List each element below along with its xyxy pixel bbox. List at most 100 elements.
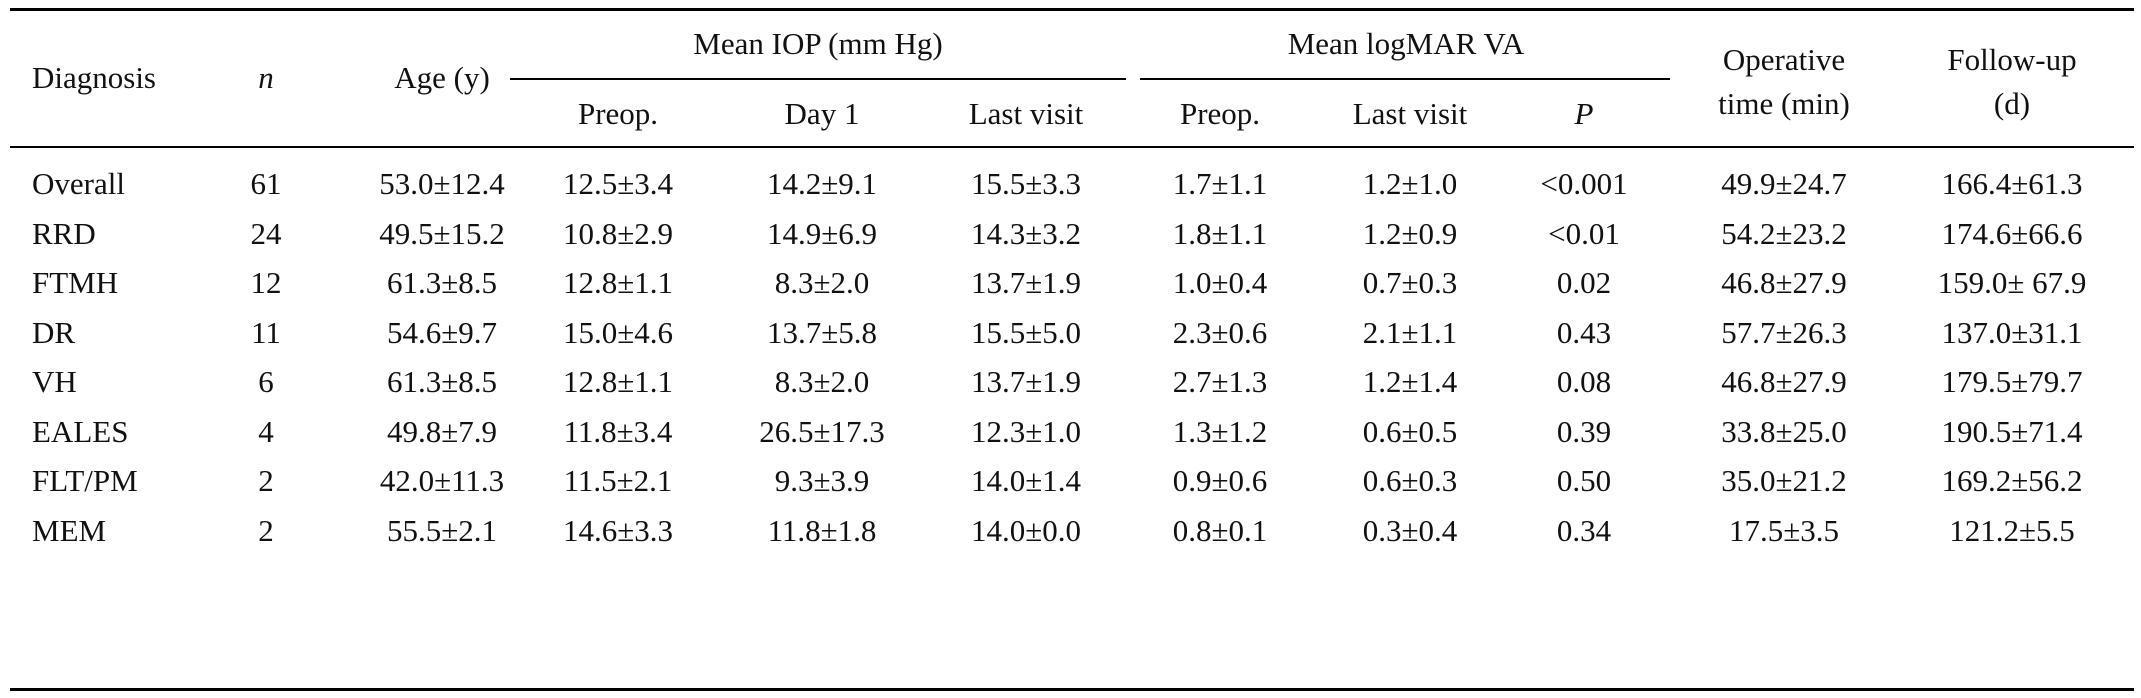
header-operative-line1: Operative: [1722, 42, 1846, 77]
row-iop-preop: 11.5±2.1: [563, 463, 673, 498]
header-followup: Follow-up (d): [1947, 38, 2076, 126]
row-n: 2: [258, 463, 274, 498]
data-table: Diagnosis n Age (y) Mean IOP (mm Hg) Mea…: [10, 0, 2134, 698]
row-p-value: 0.02: [1556, 265, 1612, 300]
row-n: 24: [250, 215, 282, 251]
row-va-preop: 1.8±1.1: [1172, 215, 1268, 251]
header-p-value: P: [1574, 96, 1594, 131]
row-diagnosis: FLT/PM: [32, 463, 138, 498]
row-va-last-visit: 0.7±0.3: [1362, 265, 1458, 300]
row-iop-preop: 15.0±4.6: [562, 314, 674, 350]
row-va-preop: 0.8±0.1: [1172, 512, 1268, 548]
header-iop-day1: Day 1: [784, 96, 860, 131]
header-bottom-rule: [10, 146, 2134, 148]
row-diagnosis: Overall: [32, 166, 125, 201]
row-followup: 137.0±31.1: [1941, 314, 2083, 350]
row-diagnosis: FTMH: [32, 265, 119, 300]
row-age: 49.8±7.9: [386, 413, 498, 449]
row-iop-preop: 12.8±1.1: [562, 364, 674, 399]
row-va-last-visit: 1.2±0.9: [1362, 215, 1458, 251]
row-iop-day1: 26.5±17.3: [759, 413, 885, 449]
row-age: 53.0±12.4: [379, 166, 505, 201]
row-iop-last-visit: 14.3±3.2: [970, 215, 1082, 251]
row-va-last-visit: 1.2±1.4: [1362, 364, 1458, 399]
row-va-preop: 1.7±1.1: [1172, 166, 1268, 201]
row-followup: 169.2±56.2: [1941, 463, 2083, 498]
row-iop-day1: 14.9±6.9: [766, 215, 878, 251]
row-iop-day1: 8.3±2.0: [774, 265, 870, 300]
row-age: 54.6±9.7: [386, 314, 498, 350]
row-followup: 121.2±5.5: [1949, 512, 2075, 548]
row-iop-day1: 14.2±9.1: [766, 166, 878, 201]
row-p-value: 0.08: [1556, 364, 1612, 399]
row-iop-day1: 13.7±5.8: [766, 314, 878, 350]
row-va-preop: 2.7±1.3: [1172, 364, 1268, 399]
row-age: 55.5±2.1: [386, 512, 498, 548]
table-top-rule: [10, 8, 2134, 11]
row-diagnosis: DR: [32, 314, 76, 350]
row-iop-preop: 12.8±1.1: [562, 265, 674, 300]
header-operative-time: Operative time (min): [1718, 38, 1850, 126]
row-va-last-visit: 0.6±0.5: [1362, 413, 1458, 449]
header-operative-line2: time (min): [1718, 86, 1850, 121]
row-iop-day1: 8.3±2.0: [774, 364, 870, 399]
row-operative-time: 57.7±26.3: [1721, 314, 1847, 350]
row-p-value: 0.43: [1556, 314, 1612, 350]
row-iop-preop: 10.8±2.9: [562, 215, 674, 251]
row-operative-time: 17.5±3.5: [1728, 512, 1840, 548]
row-va-last-visit: 0.6±0.3: [1362, 463, 1458, 498]
header-iop-group: Mean IOP (mm Hg): [693, 26, 943, 61]
row-p-value: 0.39: [1556, 413, 1612, 449]
row-followup: 166.4±61.3: [1941, 166, 2083, 201]
row-operative-time: 33.8±25.0: [1721, 413, 1847, 449]
row-va-last-visit: 0.3±0.4: [1362, 512, 1458, 548]
row-followup: 179.5±79.7: [1941, 364, 2083, 399]
header-followup-line1: Follow-up: [1947, 42, 2077, 77]
row-iop-last-visit: 12.3±1.0: [970, 413, 1082, 449]
row-p-value: <0.01: [1548, 215, 1620, 251]
row-age: 49.5±15.2: [379, 215, 505, 251]
row-iop-preop: 11.8±3.4: [563, 413, 673, 449]
row-operative-time: 54.2±23.2: [1721, 215, 1847, 251]
header-iop-last-visit: Last visit: [968, 96, 1084, 131]
row-diagnosis: EALES: [32, 413, 129, 449]
header-n: n: [258, 60, 274, 95]
row-diagnosis: MEM: [32, 512, 107, 548]
header-va-group: Mean logMAR VA: [1287, 26, 1525, 61]
row-n: 12: [250, 265, 282, 300]
row-operative-time: 49.9±24.7: [1721, 166, 1847, 201]
row-operative-time: 46.8±27.9: [1721, 364, 1847, 399]
header-iop-preop: Preop.: [577, 96, 659, 131]
row-p-value: <0.001: [1540, 166, 1628, 201]
row-iop-last-visit: 15.5±3.3: [970, 166, 1082, 201]
row-iop-day1: 9.3±3.9: [774, 463, 870, 498]
row-va-preop: 0.9±0.6: [1172, 463, 1268, 498]
row-va-preop: 1.3±1.2: [1172, 413, 1268, 449]
row-iop-last-visit: 14.0±0.0: [970, 512, 1082, 548]
row-age: 61.3±8.5: [386, 364, 498, 399]
row-age: 42.0±11.3: [379, 463, 505, 498]
table-bottom-rule: [10, 688, 2134, 691]
row-followup: 174.6±66.6: [1941, 215, 2083, 251]
row-n: 11: [251, 314, 281, 350]
row-diagnosis: RRD: [32, 215, 96, 251]
iop-group-rule: [510, 78, 1126, 80]
header-va-preop: Preop.: [1179, 96, 1261, 131]
row-followup: 190.5±71.4: [1941, 413, 2083, 449]
va-group-rule: [1140, 78, 1670, 80]
row-va-last-visit: 1.2±1.0: [1362, 166, 1458, 201]
row-followup: 159.0± 67.9: [1937, 265, 2087, 300]
row-n: 2: [258, 512, 274, 548]
row-age: 61.3±8.5: [386, 265, 498, 300]
header-followup-line2: (d): [1993, 86, 2031, 121]
header-age: Age (y): [394, 60, 490, 95]
row-n: 6: [258, 364, 274, 399]
row-n: 61: [250, 166, 282, 201]
row-iop-last-visit: 13.7±1.9: [970, 364, 1082, 399]
row-p-value: 0.34: [1556, 512, 1612, 548]
row-va-preop: 2.3±0.6: [1172, 314, 1268, 350]
row-va-last-visit: 2.1±1.1: [1362, 314, 1458, 350]
header-va-last-visit: Last visit: [1352, 96, 1468, 131]
row-operative-time: 46.8±27.9: [1721, 265, 1847, 300]
row-iop-last-visit: 13.7±1.9: [970, 265, 1082, 300]
